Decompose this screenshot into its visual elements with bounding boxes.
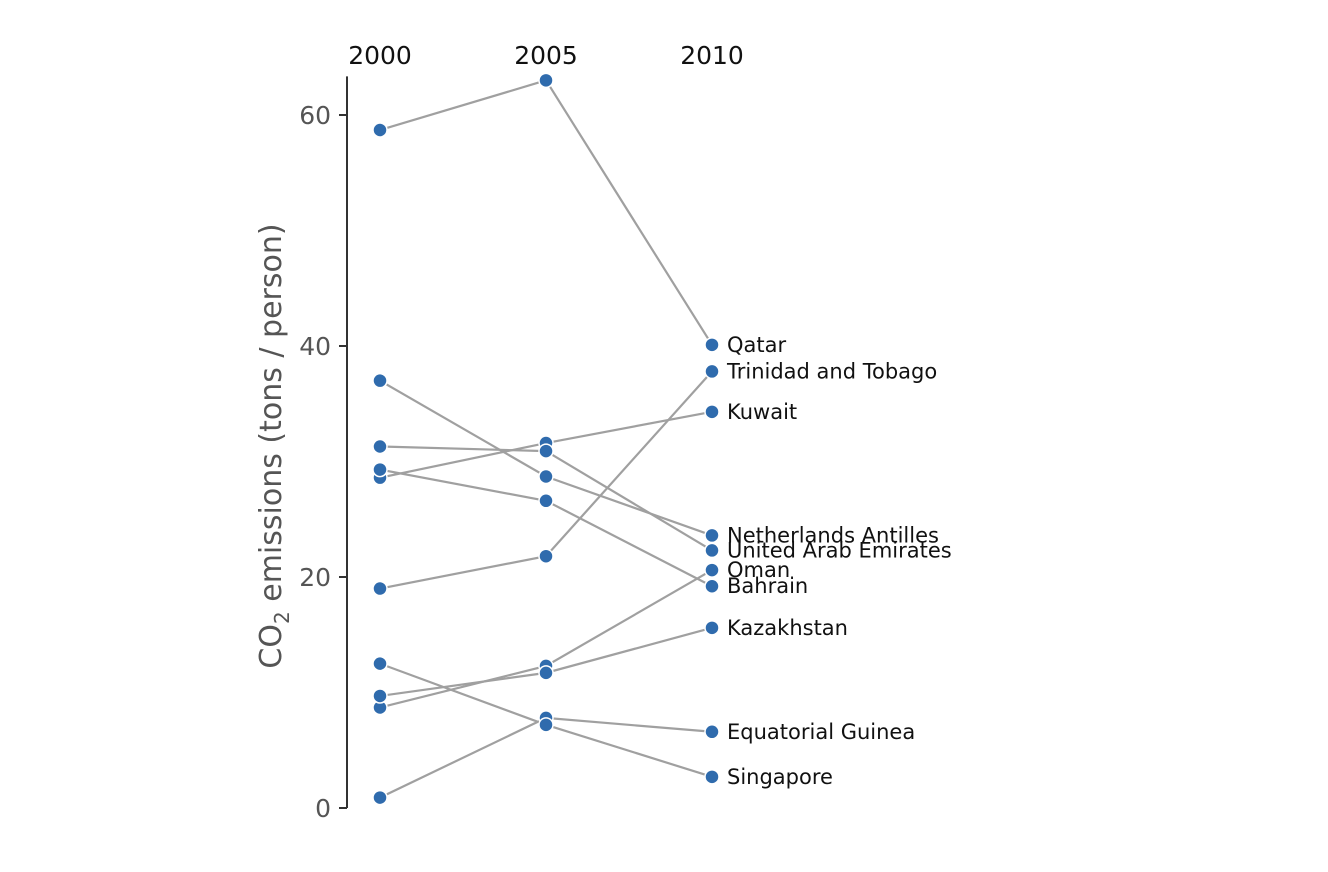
data-point [538, 493, 554, 509]
data-point [704, 620, 720, 636]
series-line [379, 79, 713, 346]
data-point [704, 404, 720, 420]
data-point [372, 580, 388, 597]
data-point [704, 769, 720, 785]
data-point [372, 655, 388, 672]
series-line [379, 569, 713, 709]
data-point [372, 438, 388, 455]
data-point [372, 461, 388, 478]
data-point [538, 443, 554, 459]
year-label: 2005 [514, 41, 578, 70]
data-point [704, 527, 720, 544]
data-point [538, 548, 554, 564]
data-point [372, 122, 388, 138]
country-label: Qatar [727, 333, 787, 357]
country-label: Equatorial Guinea [727, 720, 915, 744]
country-label: Kuwait [727, 400, 797, 424]
country-label: Oman [727, 558, 790, 582]
data-point [372, 688, 388, 704]
y-tick-label: 20 [299, 563, 331, 592]
country-label: United Arab Emirates [727, 538, 952, 562]
country-label: Netherlands Antilles [727, 523, 939, 547]
year-label: 2000 [348, 41, 412, 70]
data-point [704, 578, 720, 594]
data-point [372, 372, 388, 389]
data-point [538, 717, 554, 733]
country-label: Kazakhstan [727, 616, 848, 640]
data-points [372, 72, 720, 806]
data-point [704, 542, 720, 559]
data-point [704, 562, 720, 578]
year-label: 2010 [680, 41, 744, 70]
data-point [704, 337, 720, 353]
data-point [372, 789, 388, 806]
country-label: Bahrain [727, 574, 808, 598]
y-tick-label: 60 [299, 101, 331, 130]
data-point [538, 72, 554, 89]
series-line [379, 468, 713, 588]
data-point [704, 363, 720, 380]
y-axis-title: CO2 emissions (tons / person) [254, 223, 294, 668]
country-label: Trinidad and Tobago [726, 359, 937, 383]
year-labels: 2000 2005 2010 [348, 41, 744, 70]
data-point [704, 724, 720, 740]
data-point [538, 468, 554, 485]
y-axis: 0 20 40 60 [299, 76, 348, 823]
country-label: Singapore [727, 765, 833, 789]
y-tick-label: 40 [299, 332, 331, 361]
y-tick-label: 0 [315, 794, 331, 823]
data-point [538, 665, 554, 681]
